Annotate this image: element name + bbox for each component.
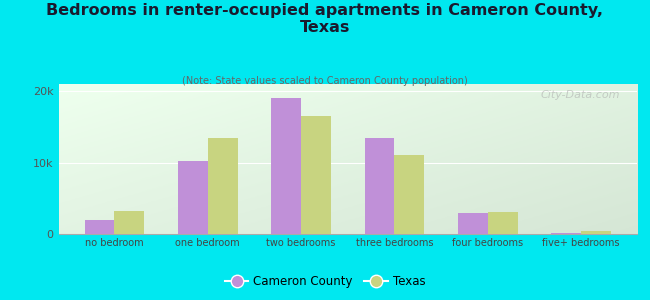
- Bar: [114, 211, 144, 234]
- Bar: [551, 232, 581, 234]
- Bar: [581, 231, 611, 234]
- Bar: [395, 155, 424, 234]
- Text: Bedrooms in renter-occupied apartments in Cameron County,
Texas: Bedrooms in renter-occupied apartments i…: [47, 3, 603, 35]
- Bar: [365, 138, 395, 234]
- Text: City-Data.com: City-Data.com: [540, 90, 619, 100]
- Text: (Note: State values scaled to Cameron County population): (Note: State values scaled to Cameron Co…: [182, 76, 468, 86]
- Bar: [178, 161, 208, 234]
- Bar: [271, 98, 301, 234]
- Bar: [488, 212, 517, 234]
- Legend: Cameron County, Texas: Cameron County, Texas: [220, 270, 430, 292]
- Bar: [208, 138, 238, 234]
- Bar: [84, 220, 114, 234]
- Bar: [458, 213, 488, 234]
- Bar: [301, 116, 331, 234]
